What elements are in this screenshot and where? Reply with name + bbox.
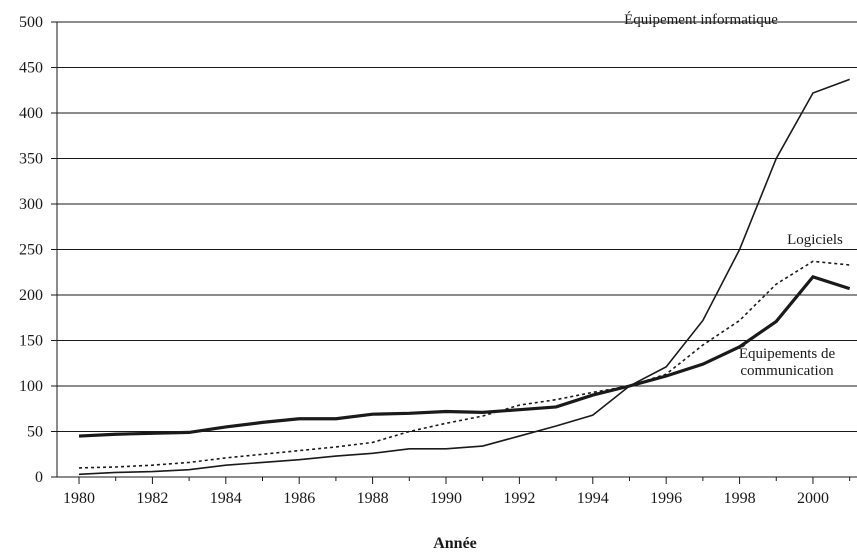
x-tick-label: 1992 [503,490,535,507]
x-tick-label: 1988 [357,490,389,507]
y-tick-label: 400 [19,105,43,122]
y-tick-label: 500 [19,14,43,31]
y-tick-label: 200 [19,287,43,304]
series-label: Logiciels [787,232,843,248]
y-tick-label: 350 [19,151,43,168]
y-tick-label: 450 [19,60,43,77]
series-label: Équipement informatique [624,12,778,28]
y-tick-label: 0 [35,469,43,486]
x-tick-label: 1980 [63,490,95,507]
x-tick-label: 1984 [210,490,242,507]
x-tick-label: 2000 [797,490,829,507]
x-tick-label: 1998 [724,490,756,507]
x-axis-label: Année [433,535,477,552]
y-tick-label: 50 [27,424,43,441]
y-tick-label: 300 [19,196,43,213]
line-series [78,78,850,476]
x-tick-label: 1996 [650,490,682,507]
line-series [78,274,851,438]
x-tick-label: 1986 [283,490,315,507]
line-series [78,260,850,469]
x-tick-label: 1982 [136,490,168,507]
y-tick-label: 250 [19,242,43,259]
x-tick-label: 1994 [577,490,609,507]
x-tick-label: 1990 [430,490,462,507]
series-label: Équipements de communication [738,346,836,379]
y-tick-label: 150 [19,333,43,350]
y-tick-label: 100 [19,378,43,395]
